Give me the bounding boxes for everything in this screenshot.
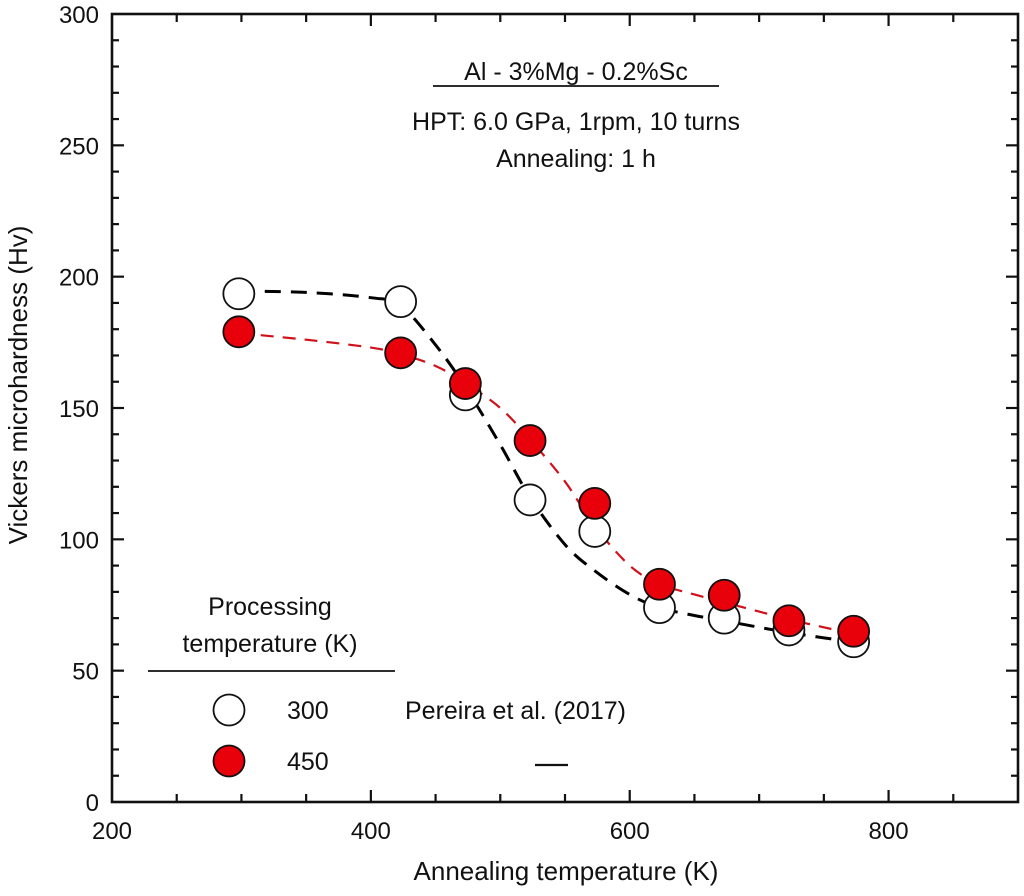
data-point-450 [448, 367, 482, 400]
data-points [222, 277, 871, 659]
legend-title-line2: temperature (K) [182, 630, 357, 658]
fit-curves [238, 289, 854, 644]
y-axis-label: Vickers microhardness (Hv) [3, 226, 33, 545]
y-tick-label: 200 [59, 265, 99, 292]
data-point-450 [707, 578, 741, 612]
y-tick-label: 100 [59, 527, 99, 554]
y-tick-label: 0 [86, 790, 99, 817]
legend-marker-300 [212, 693, 246, 727]
legend-label-300: 300 [287, 697, 329, 725]
data-point-300 [578, 515, 612, 548]
data-point-450 [772, 604, 806, 638]
x-tick-label: 200 [92, 818, 132, 845]
legend-title-line1: Processing [208, 593, 332, 621]
data-point-300 [222, 277, 256, 311]
data-point-300 [513, 483, 547, 517]
y-tick-label: 300 [59, 2, 99, 29]
data-point-450 [513, 424, 547, 457]
y-tick-label: 150 [59, 396, 99, 423]
data-point-450 [222, 315, 256, 349]
x-tick-label: 400 [351, 818, 391, 845]
data-point-450 [384, 336, 418, 370]
data-point-450 [578, 486, 612, 520]
fit-curve-450 [238, 332, 854, 635]
data-point-450 [643, 567, 676, 601]
fit-curve-300 [238, 289, 854, 644]
data-point-450 [837, 614, 871, 648]
data-point-300 [384, 285, 418, 319]
annotation-annealing: Annealing: 1 h [496, 145, 656, 173]
legend-marker-450 [212, 744, 246, 778]
x-tick-label: 800 [869, 818, 909, 845]
x-axis-label: Annealing temperature (K) [414, 856, 719, 886]
legend-source-label: Pereira et al. (2017) [405, 697, 626, 725]
chart-title: Al - 3%Mg - 0.2%Sc [464, 58, 688, 86]
y-tick-label: 50 [72, 659, 99, 686]
axes: 200 400 600 800 0 50 100 150 200 250 300 [59, 2, 1020, 845]
legend-label-450: 450 [287, 748, 329, 776]
x-tick-label: 600 [610, 818, 650, 845]
legend: Processing temperature (K) 300 450 Perei… [148, 593, 626, 778]
y-tick-label: 250 [59, 133, 99, 160]
annotation-hpt: HPT: 6.0 GPa, 1rpm, 10 turns [412, 108, 740, 136]
